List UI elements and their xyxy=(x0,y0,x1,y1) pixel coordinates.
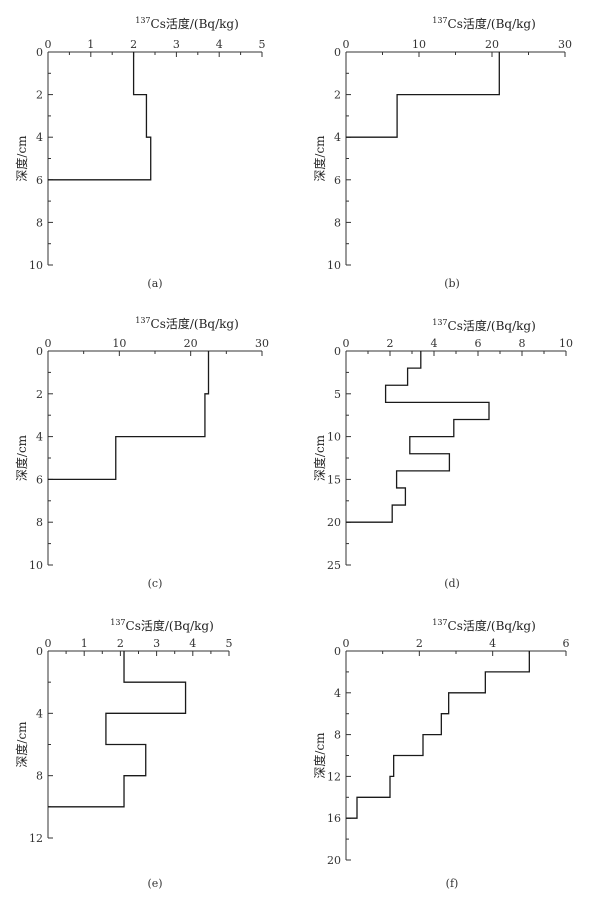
x-tick-label: 6 xyxy=(475,337,482,350)
y-axis-title: 深度/cm xyxy=(312,135,327,182)
y-tick-label: 2 xyxy=(36,89,43,102)
x-tick-label: 6 xyxy=(563,637,570,650)
x-tick-label: 4 xyxy=(216,38,223,51)
y-tick-label: 0 xyxy=(334,645,341,658)
y-tick-label: 20 xyxy=(327,516,341,529)
y-tick-label: 8 xyxy=(334,216,341,229)
x-tick-label: 4 xyxy=(489,637,496,650)
panel-caption: (d) xyxy=(444,577,460,590)
panel-caption: (e) xyxy=(147,877,162,890)
x-tick-label: 2 xyxy=(387,337,394,350)
y-tick-label: 0 xyxy=(334,46,341,59)
y-tick-label: 5 xyxy=(334,388,341,401)
x-tick-label: 30 xyxy=(255,337,269,350)
y-tick-label: 10 xyxy=(29,559,43,572)
y-axis-title: 深度/cm xyxy=(14,721,29,768)
panel-caption: (f) xyxy=(446,877,459,890)
y-axis-title: 深度/cm xyxy=(312,434,327,481)
y-tick-label: 12 xyxy=(29,832,43,845)
y-tick-label: 6 xyxy=(36,174,43,187)
x-tick-label: 2 xyxy=(130,38,137,51)
y-tick-label: 2 xyxy=(36,388,43,401)
y-tick-label: 8 xyxy=(334,729,341,742)
x-axis-title: 137Cs活度/(Bq/kg) xyxy=(432,318,536,333)
x-tick-label: 3 xyxy=(153,637,160,650)
y-tick-label: 4 xyxy=(36,707,43,720)
x-tick-label: 0 xyxy=(343,637,350,650)
x-tick-label: 20 xyxy=(485,38,499,51)
x-tick-label: 30 xyxy=(558,38,572,51)
y-tick-label: 10 xyxy=(29,259,43,272)
x-tick-label: 1 xyxy=(81,637,88,650)
y-axis-title: 深度/cm xyxy=(14,135,29,182)
profile-line xyxy=(48,52,152,181)
x-tick-label: 0 xyxy=(343,38,350,51)
y-tick-label: 0 xyxy=(36,345,43,358)
y-axis-title: 深度/cm xyxy=(312,732,327,779)
x-tick-label: 5 xyxy=(259,38,266,51)
y-tick-label: 6 xyxy=(36,473,43,486)
y-tick-label: 25 xyxy=(327,559,341,572)
y-tick-label: 0 xyxy=(36,645,43,658)
chart-panel-d: 0 2 4 6 8 10 0 5 10 15 20 25 137Cs活度/(Bq/kg) 深度/cm (d) xyxy=(312,318,573,590)
x-tick-label: 10 xyxy=(112,337,126,350)
chart-panel-a: 0 1 2 3 4 5 0 2 4 6 8 10 137Cs活度/(Bq/kg) 深度/cm (a) xyxy=(14,16,266,290)
x-axis-title: 137Cs活度/(Bq/kg) xyxy=(110,618,214,633)
y-tick-label: 20 xyxy=(327,854,341,867)
x-tick-label: 10 xyxy=(412,38,426,51)
x-tick-label: 0 xyxy=(45,637,52,650)
y-tick-label: 8 xyxy=(36,216,43,229)
profile-line xyxy=(48,351,210,481)
x-tick-label: 4 xyxy=(189,637,196,650)
y-tick-label: 4 xyxy=(36,431,43,444)
chart-panel-c: 0 10 20 30 0 2 4 6 8 10 137Cs活度/(Bq/kg) 深度/cm (c) xyxy=(14,316,269,590)
x-axis-title: 137Cs活度/(Bq/kg) xyxy=(432,16,536,31)
y-tick-label: 0 xyxy=(36,46,43,59)
panel-caption: (b) xyxy=(444,277,460,290)
y-axis-title: 深度/cm xyxy=(14,434,29,481)
y-tick-label: 10 xyxy=(327,259,341,272)
y-tick-label: 12 xyxy=(327,770,341,783)
y-tick-label: 2 xyxy=(334,89,341,102)
y-tick-label: 6 xyxy=(334,174,341,187)
x-tick-label: 4 xyxy=(431,337,438,350)
panel-caption: (a) xyxy=(147,277,162,290)
panel-caption: (c) xyxy=(148,577,163,590)
x-tick-label: 1 xyxy=(87,38,94,51)
x-axis-title: 137Cs活度/(Bq/kg) xyxy=(135,16,239,31)
x-tick-label: 0 xyxy=(343,337,350,350)
x-tick-label: 2 xyxy=(416,637,423,650)
profile-line xyxy=(346,351,490,523)
y-tick-label: 8 xyxy=(36,770,43,783)
x-axis-title: 137Cs活度/(Bq/kg) xyxy=(432,618,536,633)
x-tick-label: 2 xyxy=(117,637,124,650)
profile-line xyxy=(48,651,187,808)
chart-panel-b: 0 10 20 30 0 2 4 6 8 10 137Cs活度/(Bq/kg) 深度/cm (b) xyxy=(312,16,572,290)
chart-panel-f: 0 2 4 6 0 4 8 12 16 20 137Cs活度/(Bq/kg) 深度/cm (f) xyxy=(312,618,570,890)
x-tick-label: 0 xyxy=(45,38,52,51)
profile-line xyxy=(346,651,530,819)
x-axis-title: 137Cs活度/(Bq/kg) xyxy=(135,316,239,331)
x-tick-label: 5 xyxy=(226,637,233,650)
y-tick-label: 15 xyxy=(327,473,341,486)
x-tick-label: 20 xyxy=(184,337,198,350)
y-tick-label: 4 xyxy=(334,687,341,700)
y-tick-label: 0 xyxy=(334,345,341,358)
profile-line xyxy=(346,52,500,138)
y-tick-label: 4 xyxy=(36,131,43,144)
x-tick-label: 0 xyxy=(45,337,52,350)
y-tick-label: 16 xyxy=(327,812,341,825)
x-tick-label: 8 xyxy=(519,337,526,350)
x-tick-label: 3 xyxy=(173,38,180,51)
y-tick-label: 8 xyxy=(36,516,43,529)
y-tick-label: 10 xyxy=(327,431,341,444)
y-tick-label: 4 xyxy=(334,131,341,144)
x-tick-label: 10 xyxy=(559,337,573,350)
